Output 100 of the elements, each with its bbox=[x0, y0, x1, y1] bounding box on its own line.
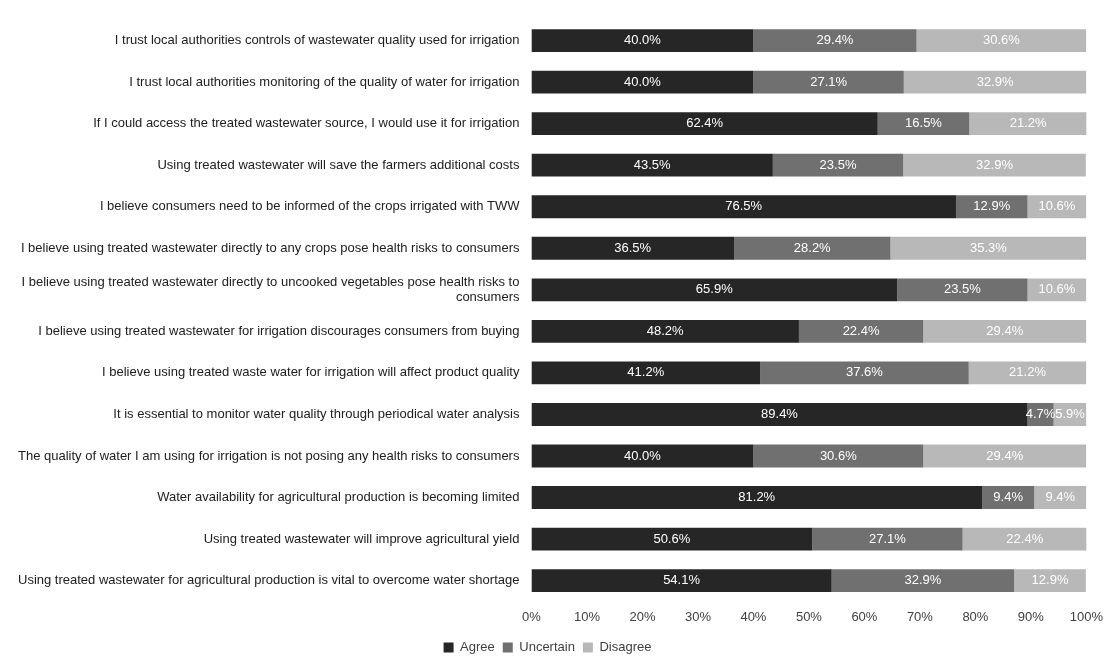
data-label: 40.0% bbox=[624, 32, 662, 48]
bar bbox=[897, 278, 1028, 302]
bar bbox=[531, 486, 983, 509]
y-tick-label: I believe using treated wastewater directly to any crops pose health risks to consumers bbox=[20, 239, 520, 255]
bar bbox=[903, 153, 1086, 177]
bar bbox=[890, 236, 1087, 260]
y-tick-label: I trust local authorities controls of wastewater quality used for irrigation bbox=[114, 32, 520, 48]
bar bbox=[531, 527, 813, 551]
x-tick-label: 100% bbox=[1069, 608, 1104, 624]
bar bbox=[531, 361, 761, 385]
bar bbox=[531, 403, 1028, 426]
x-tick-label: 10% bbox=[573, 608, 601, 624]
data-label: 28.2% bbox=[793, 239, 832, 255]
bar bbox=[531, 444, 754, 468]
y-tick-label: I believe using treated wastewater directly to uncooked vegetables pose health risks to consumers bbox=[21, 273, 520, 305]
y-tick-label: The quality of water I am using for irrigation is not posing any health risks to consumers bbox=[17, 447, 520, 463]
bar bbox=[734, 236, 891, 260]
bar bbox=[1014, 569, 1086, 593]
data-label: 40.0% bbox=[624, 73, 662, 89]
legend-label: Disagree bbox=[599, 639, 652, 655]
bar bbox=[969, 112, 1087, 136]
x-tick-label: 40% bbox=[740, 608, 767, 624]
data-label: 9.4% bbox=[1045, 489, 1076, 505]
bar bbox=[923, 444, 1087, 468]
y-tick-label: Using treated wastewater for agricultural production is vital to overcome water shortage bbox=[17, 572, 520, 588]
data-label: 32.9% bbox=[904, 572, 942, 588]
data-label: 37.6% bbox=[845, 364, 884, 380]
data-label: 30.6% bbox=[819, 447, 858, 463]
bar bbox=[877, 112, 970, 136]
bar bbox=[531, 236, 734, 260]
bar bbox=[531, 278, 898, 302]
data-label: 21.2% bbox=[1009, 364, 1047, 380]
bar bbox=[903, 70, 1087, 94]
legend-label: Agree bbox=[460, 639, 495, 655]
x-tick-label: 70% bbox=[906, 608, 934, 624]
data-label: 76.5% bbox=[725, 198, 763, 214]
data-label: 81.2% bbox=[738, 489, 776, 505]
data-label: 27.1% bbox=[869, 530, 907, 546]
data-label: 29.4% bbox=[986, 322, 1024, 338]
x-tick-label: 50% bbox=[795, 608, 823, 624]
data-label: 50.6% bbox=[653, 530, 691, 546]
bar bbox=[798, 319, 924, 343]
data-label: 41.2% bbox=[627, 364, 665, 380]
data-label: 9.4% bbox=[993, 489, 1024, 505]
bar bbox=[531, 569, 832, 593]
data-label: 27.1% bbox=[810, 73, 848, 89]
y-tick-label: I believe consumers need to be informed of the crops irrigated with TWW bbox=[99, 198, 521, 214]
x-tick-label: 80% bbox=[962, 608, 989, 624]
bar bbox=[531, 29, 754, 52]
data-label: 43.5% bbox=[633, 156, 672, 172]
bar bbox=[531, 195, 956, 219]
data-label: 12.9% bbox=[1031, 572, 1069, 588]
bar bbox=[531, 319, 799, 343]
y-tick-label: Using treated wastewater will save the farmers additional costs bbox=[157, 156, 520, 172]
y-tick-label: I trust local authorities monitoring of the quality of water for irrigation bbox=[129, 73, 520, 89]
data-label: 23.5% bbox=[943, 281, 982, 297]
bar bbox=[753, 70, 904, 94]
y-tick-label: I believe using treated waste water for irrigation will affect product quality bbox=[102, 364, 520, 380]
data-label: 10.6% bbox=[1038, 281, 1076, 297]
x-tick-label: 60% bbox=[851, 608, 878, 624]
legend-label: Uncertain bbox=[519, 639, 575, 655]
data-label: 29.4% bbox=[816, 32, 854, 48]
bar bbox=[831, 569, 1015, 593]
data-label: 54.1% bbox=[663, 572, 701, 588]
data-label: 62.4% bbox=[686, 115, 724, 131]
data-label: 35.3% bbox=[970, 239, 1008, 255]
bar bbox=[753, 444, 924, 468]
data-label: 36.5% bbox=[614, 239, 652, 255]
data-label: 22.4% bbox=[842, 322, 880, 338]
data-label: 4.7% bbox=[1025, 406, 1056, 422]
y-tick-label: It is essential to monitor water quality through periodical water analysis bbox=[113, 406, 520, 422]
data-label: 5.9% bbox=[1055, 406, 1086, 422]
data-label: 12.9% bbox=[973, 198, 1011, 214]
x-tick-label: 20% bbox=[629, 608, 656, 624]
data-label: 89.4% bbox=[761, 406, 799, 422]
bar bbox=[962, 527, 1087, 551]
bar bbox=[753, 29, 917, 52]
data-label: 32.9% bbox=[976, 73, 1014, 89]
data-label: 48.2% bbox=[646, 322, 685, 338]
bar bbox=[531, 70, 754, 94]
x-tick-label: 30% bbox=[684, 608, 712, 624]
data-label: 16.5% bbox=[905, 115, 943, 131]
bar bbox=[760, 361, 969, 385]
bar bbox=[531, 153, 773, 177]
bar bbox=[955, 195, 1028, 219]
bar bbox=[916, 29, 1087, 52]
bar bbox=[923, 319, 1087, 343]
y-tick-label: Using treated wastewater will improve agricultural yield bbox=[203, 530, 520, 546]
data-label: 65.9% bbox=[695, 281, 734, 297]
x-tick-label: 0% bbox=[522, 608, 542, 624]
data-label: 40.0% bbox=[624, 447, 662, 463]
data-label: 22.4% bbox=[1006, 530, 1044, 546]
data-label: 23.5% bbox=[819, 156, 857, 172]
data-label: 21.2% bbox=[1009, 115, 1047, 131]
data-label: 10.6% bbox=[1038, 198, 1076, 214]
x-tick-label: 90% bbox=[1017, 608, 1045, 624]
data-label: 29.4% bbox=[986, 447, 1024, 463]
bar bbox=[531, 112, 878, 136]
bar bbox=[968, 361, 1087, 385]
y-tick-label: Water availability for agricultural production is becoming limited bbox=[157, 489, 520, 505]
